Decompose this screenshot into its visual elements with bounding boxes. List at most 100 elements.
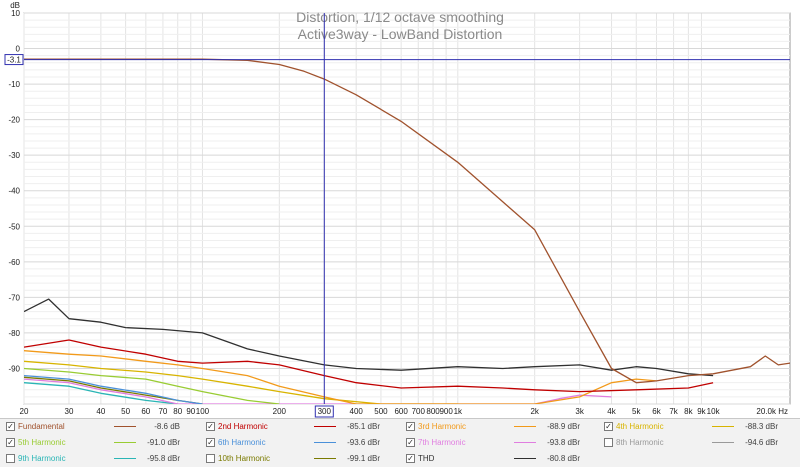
x-tick-label: 1k <box>454 407 463 416</box>
legend-series-name: 4th Harmonic <box>616 422 664 431</box>
legend-series-value: -85.1 dBr <box>347 422 380 431</box>
legend-item[interactable]: ✓ THD -80.8 dBr <box>400 451 598 467</box>
legend-item[interactable]: ✓ 3rd Harmonic -88.9 dBr <box>400 419 598 435</box>
x-tick-label: 70 <box>158 407 167 416</box>
x-tick-label: 200 <box>273 407 287 416</box>
legend-series-value: -99.1 dBr <box>347 454 380 463</box>
series-line-thd <box>24 298 714 377</box>
legend-line-swatch <box>314 426 336 427</box>
legend-line-swatch <box>514 442 536 443</box>
x-tick-label: 2k <box>530 407 539 416</box>
legend-series-value: -91.0 dBr <box>147 438 180 447</box>
legend-series-name: Fundamental <box>18 422 65 431</box>
x-tick-label: 90 <box>186 407 195 416</box>
legend-item[interactable]: 8th Harmonic -94.6 dBr <box>598 435 796 451</box>
x-tick-label: 80 <box>173 407 182 416</box>
legend-line-swatch <box>712 442 734 443</box>
legend-line-swatch <box>314 442 336 443</box>
legend-row: ✓ Fundamental -8.6 dB ✓ 2nd Harmonic -85.1 dB… <box>0 419 800 435</box>
x-tick-label: 3k <box>575 407 584 416</box>
x-tick-label: 800 <box>426 407 440 416</box>
legend-checkbox[interactable]: ✓ <box>206 422 215 431</box>
legend-series-name: 9th Harmonic <box>18 454 66 463</box>
x-tick-label: 7k <box>669 407 678 416</box>
y-axis-label: dB <box>10 1 20 10</box>
series-line-5th-harmonic <box>24 367 280 404</box>
legend-series-value: -94.6 dBr <box>745 438 778 447</box>
x-tick-label: 30 <box>65 407 74 416</box>
chart-title: Distortion, 1/12 octave smoothing <box>296 9 504 25</box>
chart-area[interactable]: 10 0 -10 -20 -30 -40 -50 -60 -70 -80 -90 dB 20 30 40 50… <box>0 0 800 418</box>
x-tick-label: 20 <box>20 407 29 416</box>
legend-series-value: -95.8 dBr <box>147 454 180 463</box>
legend-line-swatch <box>114 442 136 443</box>
x-tick-label: 60 <box>141 407 150 416</box>
y-tick-label: -90 <box>8 364 20 373</box>
legend-line-swatch <box>114 458 136 459</box>
legend-checkbox[interactable]: ✓ <box>6 438 15 447</box>
legend-checkbox[interactable]: ✓ <box>406 454 415 463</box>
legend-checkbox[interactable]: ✓ <box>6 422 15 431</box>
series-line-9th-harmonic <box>24 382 178 404</box>
y-tick-label: -40 <box>8 187 20 196</box>
legend-panel: ✓ Fundamental -8.6 dB ✓ 2nd Harmonic -85.1 dB… <box>0 418 800 467</box>
series-line-6th-harmonic <box>24 374 203 404</box>
legend-series-name: 8th Harmonic <box>616 438 664 447</box>
legend-item[interactable]: ✓ 4th Harmonic -88.3 dBr <box>598 419 796 435</box>
legend-checkbox[interactable]: ✓ <box>406 422 415 431</box>
plot-background <box>23 12 791 405</box>
legend-checkbox[interactable]: ✓ <box>206 438 215 447</box>
legend-item[interactable]: 9th Harmonic -95.8 dBr <box>0 451 198 467</box>
legend-checkbox[interactable] <box>6 454 15 463</box>
series-line-7th-harmonic <box>24 378 612 404</box>
x-tick-label: 4k <box>607 407 616 416</box>
legend-item[interactable]: 10th Harmonic -99.1 dBr <box>200 451 398 467</box>
cursor-x-readout-box <box>314 405 334 418</box>
y-tick-label: 10 <box>11 9 20 18</box>
legend-series-name: THD <box>418 454 435 463</box>
y-tick-label: -20 <box>8 116 20 125</box>
cursor-y-readout-box <box>4 54 24 66</box>
x-tick-label: 700 <box>412 407 426 416</box>
legend-item[interactable]: ✓ 7th Harmonic -93.8 dBr <box>400 435 598 451</box>
y-tick-label: -70 <box>8 293 20 302</box>
x-tick-label: 100 <box>196 407 210 416</box>
legend-series-value: -88.9 dBr <box>547 422 580 431</box>
legend-series-name: 3rd Harmonic <box>418 422 467 431</box>
x-tick-label: 8k <box>684 407 693 416</box>
x-tick-label: 9k <box>697 407 706 416</box>
y-tick-label: -50 <box>8 222 20 231</box>
legend-series-name: 5th Harmonic <box>18 438 66 447</box>
x-tick-label: 50 <box>121 407 130 416</box>
legend-series-value: -88.3 dBr <box>745 422 778 431</box>
x-tick-label: 6k <box>652 407 661 416</box>
legend-item[interactable]: ✓ 5th Harmonic -91.0 dBr <box>0 435 198 451</box>
chart-subtitle: Active3way - LowBand Distortion <box>298 26 503 42</box>
series-line-fundamental <box>24 58 790 384</box>
legend-line-swatch <box>114 426 136 427</box>
legend-item[interactable]: ✓ 6th Harmonic -93.6 dBr <box>200 435 398 451</box>
y-tick-label: -80 <box>8 329 20 338</box>
legend-checkbox[interactable] <box>604 438 613 447</box>
x-tick-label: 20.0k Hz <box>756 407 788 416</box>
legend-series-value: -93.8 dBr <box>547 438 580 447</box>
legend-series-name: 2nd Harmonic <box>218 422 268 431</box>
legend-item[interactable]: ✓ Fundamental -8.6 dB <box>0 419 198 435</box>
x-tick-label: 40 <box>96 407 105 416</box>
legend-checkbox[interactable]: ✓ <box>604 422 613 431</box>
x-tick-label: 5k <box>632 407 641 416</box>
legend-checkbox[interactable]: ✓ <box>406 438 415 447</box>
legend-series-value: -93.6 dBr <box>347 438 380 447</box>
x-tick-label: 900 <box>439 407 453 416</box>
legend-row: ✓ 5th Harmonic -91.0 dBr ✓ 6th Harmonic -93.6… <box>0 435 800 451</box>
series-line-2nd-harmonic <box>24 339 714 393</box>
legend-item[interactable]: ✓ 2nd Harmonic -85.1 dBr <box>200 419 398 435</box>
legend-checkbox[interactable] <box>206 454 215 463</box>
legend-series-name: 7th Harmonic <box>418 438 466 447</box>
legend-series-name: 6th Harmonic <box>218 438 266 447</box>
legend-line-swatch <box>514 458 536 459</box>
legend-line-swatch <box>712 426 734 427</box>
y-tick-label: -60 <box>8 258 20 267</box>
y-tick-label: -10 <box>8 80 20 89</box>
